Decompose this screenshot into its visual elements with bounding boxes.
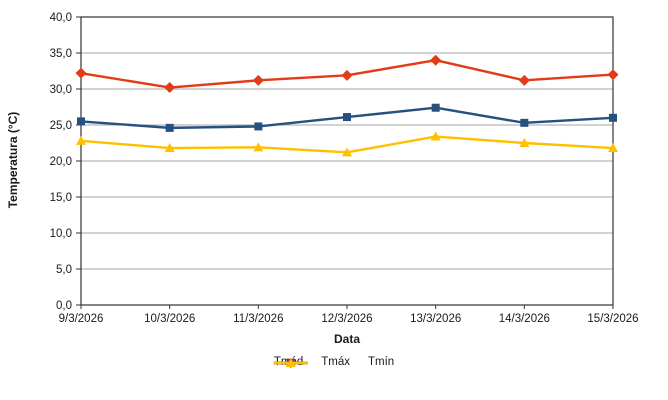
x-tick-label: 15/3/2026 <box>587 313 638 325</box>
marker-tmín <box>608 143 618 153</box>
plot-border <box>80 16 614 306</box>
marker-tmín <box>519 138 530 147</box>
marker-tmín <box>164 143 175 153</box>
legend-label: Tmáx <box>321 356 350 368</box>
marker-tméd <box>609 113 617 122</box>
marker-tméd <box>77 117 85 126</box>
legend-label: Tmín <box>367 356 395 368</box>
marker-tmín <box>253 142 264 152</box>
marker-tméd <box>165 123 174 132</box>
marker-tmáx <box>252 74 264 86</box>
x-tick-label: 12/3/2026 <box>321 313 372 325</box>
x-tick-label: 13/3/2026 <box>410 313 461 325</box>
marker-tmáx <box>164 82 176 94</box>
y-tick-label: 25,0 <box>50 120 72 132</box>
y-axis-title: Temperatura (°C) <box>6 111 20 209</box>
marker-tmáx <box>341 69 353 81</box>
y-tick-label: 20,0 <box>50 156 72 168</box>
marker-tmáx <box>430 54 442 66</box>
y-tick-label: 15,0 <box>50 192 72 204</box>
marker-tméd <box>343 113 351 122</box>
x-tick-label: 9/3/2026 <box>59 313 104 325</box>
legend: TmédTmáxTmín <box>273 356 395 368</box>
x-tick-label: 10/3/2026 <box>144 313 195 325</box>
marker-tméd <box>431 103 440 112</box>
y-tick-label: 0,0 <box>56 300 72 312</box>
x-tick-label: 14/3/2026 <box>499 313 550 325</box>
marker-tmáx <box>75 67 87 79</box>
marker-tmín <box>430 131 441 141</box>
legend-item-tmáx: Tmáx <box>273 356 350 368</box>
y-tick-label: 30,0 <box>50 84 72 96</box>
legend-item-tmín: Tmín <box>273 356 395 368</box>
marker-tmáx <box>607 69 619 81</box>
marker-tméd <box>520 118 529 127</box>
marker-tmín <box>76 135 86 145</box>
x-axis-title: Data <box>333 332 361 346</box>
y-tick-label: 40,0 <box>50 12 72 24</box>
y-tick-label: 35,0 <box>50 48 72 60</box>
marker-tmáx <box>518 74 530 86</box>
marker-tmín <box>342 147 352 157</box>
triangle-legend-marker-icon <box>273 358 308 367</box>
y-tick-label: 5,0 <box>56 264 72 276</box>
marker-tméd <box>254 122 263 131</box>
y-tick-label: 10,0 <box>50 228 72 240</box>
x-tick-label: 11/3/2026 <box>233 313 283 325</box>
